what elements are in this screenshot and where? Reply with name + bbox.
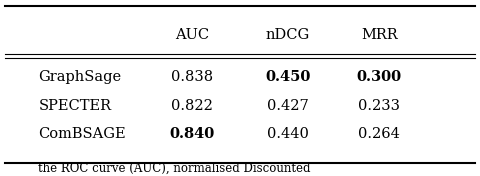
Text: 0.822: 0.822	[171, 99, 213, 113]
Text: MRR: MRR	[361, 28, 397, 42]
Text: ComBSAGE: ComBSAGE	[38, 127, 126, 141]
Text: the ROC curve (AUC), normalised Discounted: the ROC curve (AUC), normalised Discount…	[38, 162, 311, 175]
Text: 0.838: 0.838	[171, 70, 213, 84]
Text: 0.264: 0.264	[358, 127, 400, 141]
Text: GraphSage: GraphSage	[38, 70, 121, 84]
Text: 0.427: 0.427	[267, 99, 309, 113]
Text: nDCG: nDCG	[266, 28, 310, 42]
Text: 0.450: 0.450	[265, 70, 311, 84]
Text: AUC: AUC	[175, 28, 209, 42]
Text: SPECTER: SPECTER	[38, 99, 111, 113]
Text: 0.840: 0.840	[169, 127, 215, 141]
Text: 0.233: 0.233	[358, 99, 400, 113]
Text: 0.300: 0.300	[357, 70, 402, 84]
Text: 0.440: 0.440	[267, 127, 309, 141]
